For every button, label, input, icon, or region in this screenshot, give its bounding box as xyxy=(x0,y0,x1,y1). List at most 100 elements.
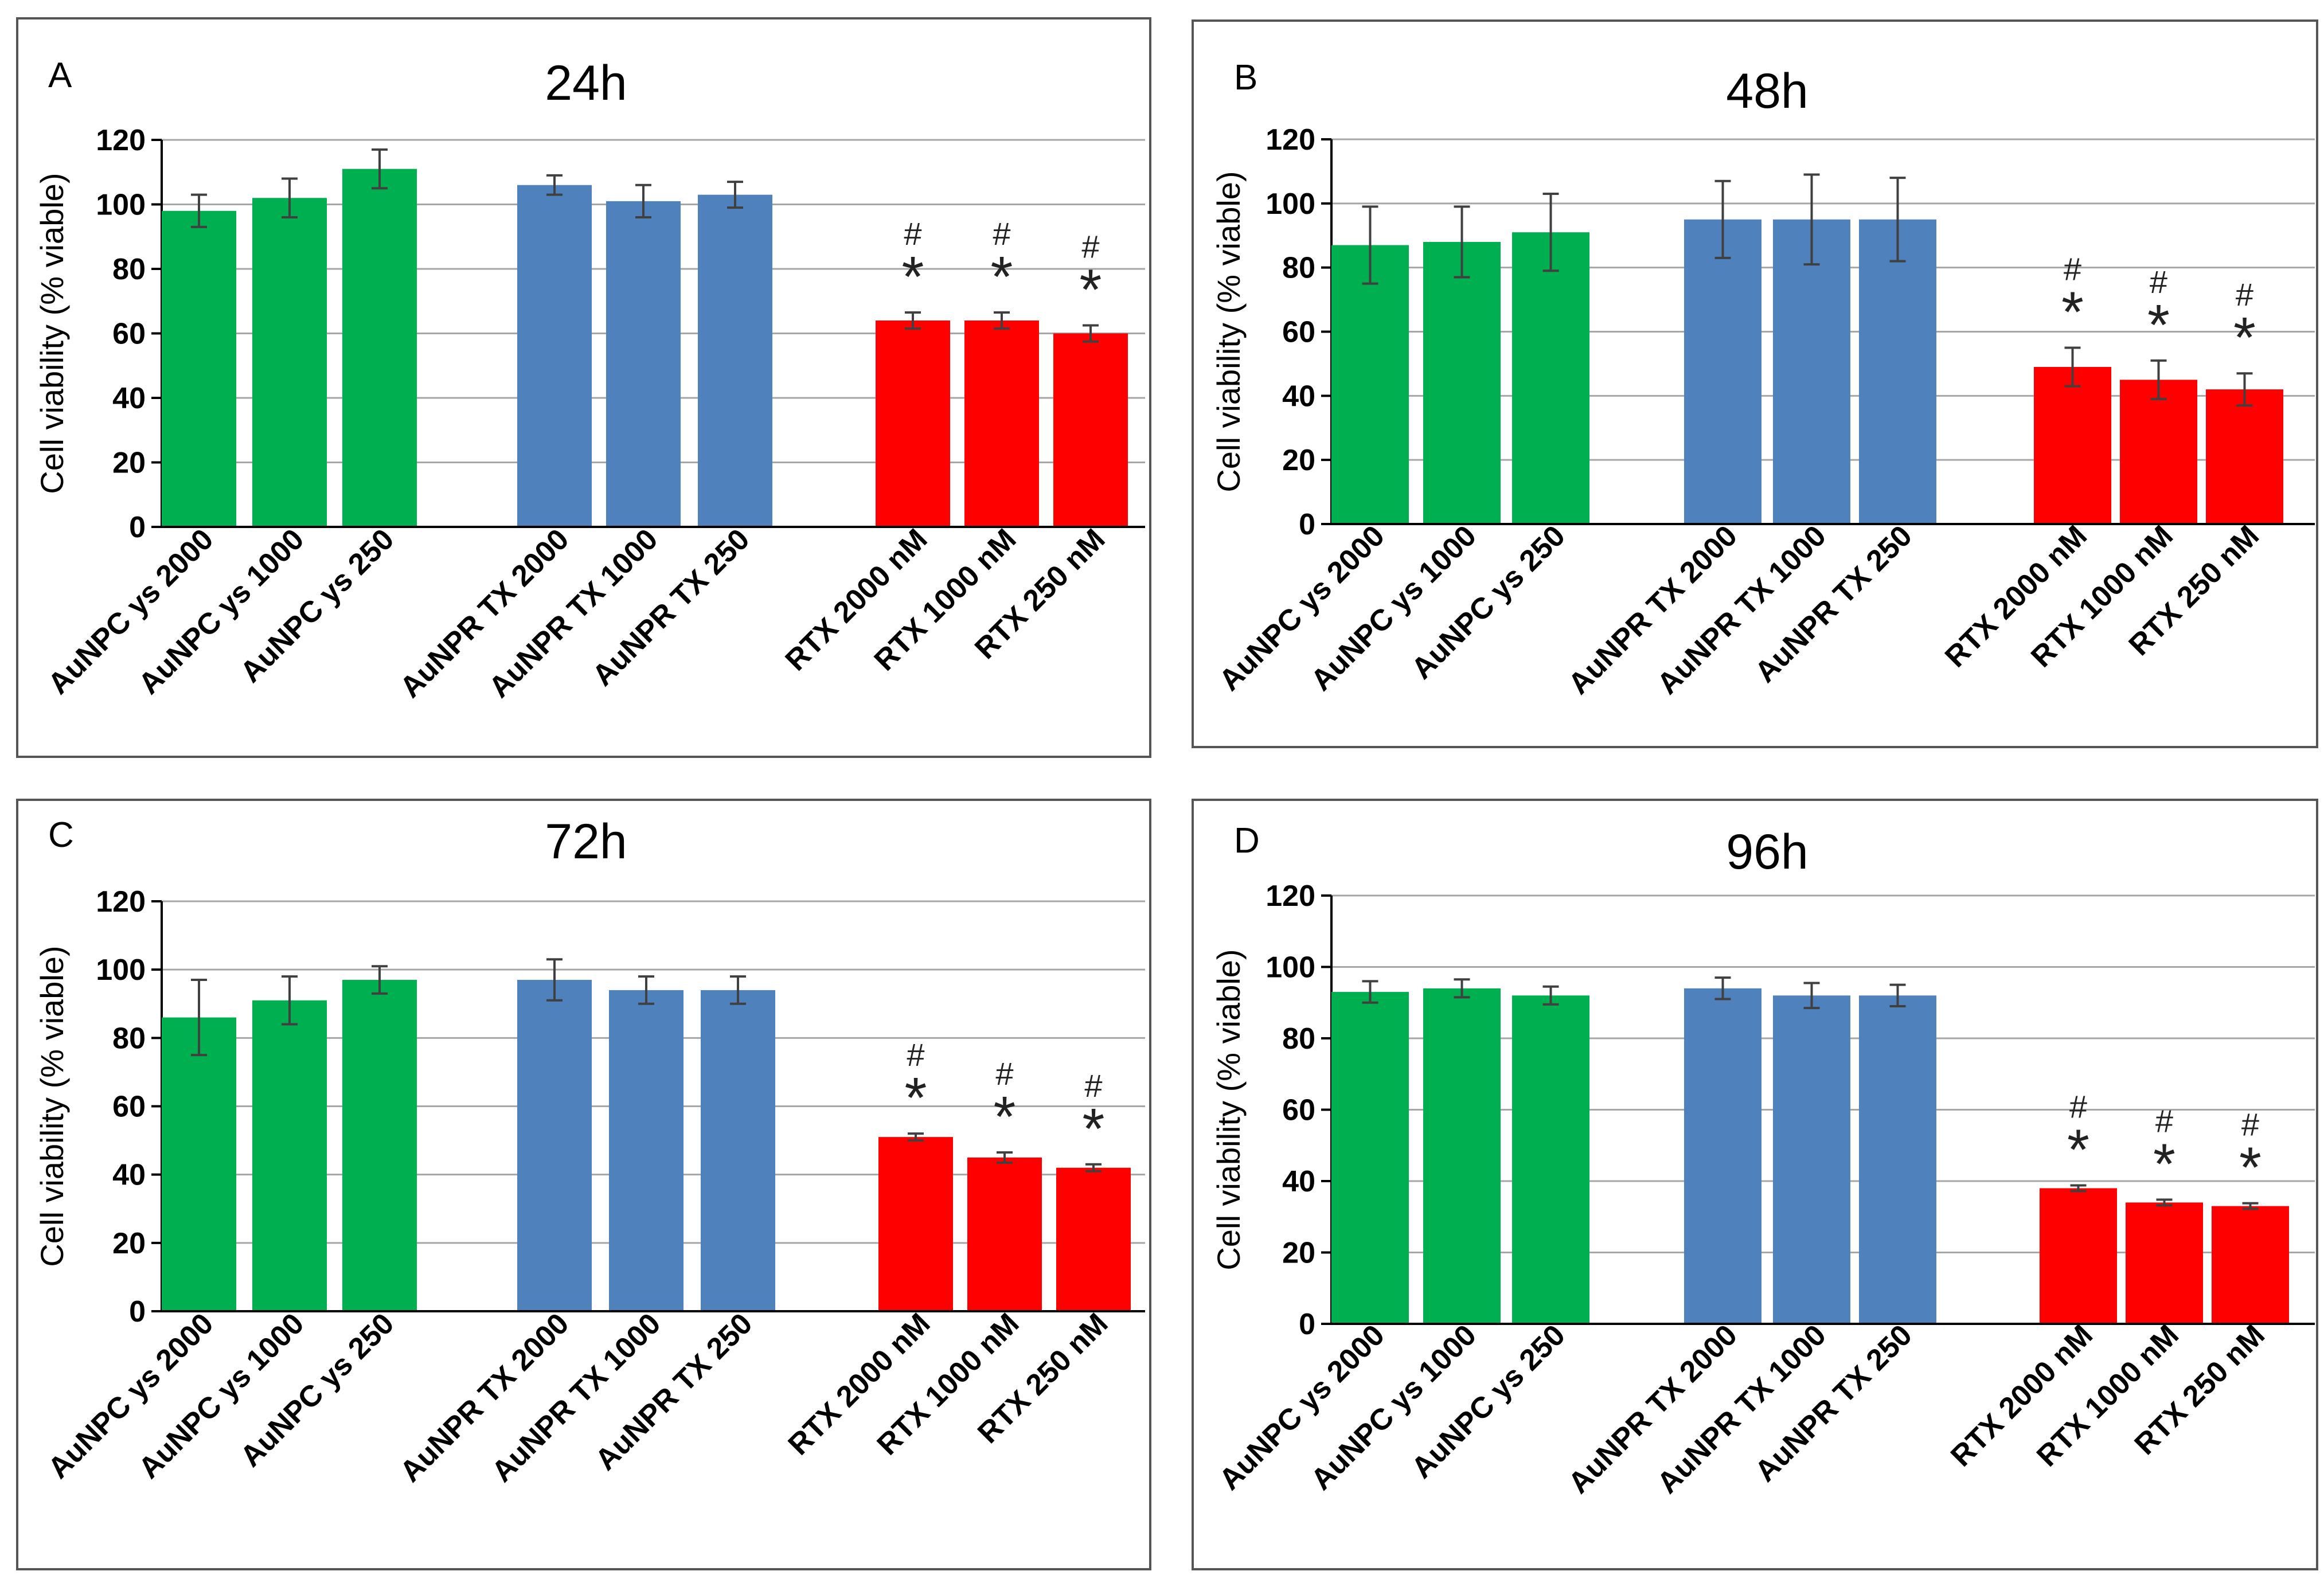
significance-hash: # xyxy=(907,1037,924,1073)
y-tick-label: 0 xyxy=(1299,1308,1315,1341)
x-tick-label: AuNPC ys 250 xyxy=(1405,519,1572,685)
panel-label-b: B xyxy=(1234,58,1257,97)
y-tick-label: 20 xyxy=(112,1227,146,1260)
significance-star: * xyxy=(2147,293,2170,357)
significance-star: * xyxy=(2061,280,2084,344)
bar xyxy=(2126,1202,2203,1324)
chart-title: 72h xyxy=(545,814,627,869)
significance-hash: # xyxy=(1084,1068,1102,1104)
bar xyxy=(1423,988,1501,1324)
y-tick-label: 40 xyxy=(112,382,146,415)
significance-star: * xyxy=(1083,1097,1105,1161)
y-axis-label: Cell viability (% viable) xyxy=(34,173,70,494)
y-tick-label: 40 xyxy=(112,1159,146,1192)
panel-label-c: C xyxy=(48,815,74,855)
bar xyxy=(1056,1167,1131,1311)
x-tick-label: AuNPR TX 2000 xyxy=(1562,519,1744,701)
panel-a: A 24h 0 20 40 60 80 100 120 Cell viability (% via… xyxy=(16,17,1151,758)
bar xyxy=(1859,995,1936,1324)
chart-a: A 24h 0 20 40 60 80 100 120 Cell viability (% via… xyxy=(34,56,1145,704)
y-tick-label: 40 xyxy=(1282,380,1315,413)
x-tick-label: AuNPR TX 2000 xyxy=(394,1307,576,1488)
bar xyxy=(1053,333,1128,527)
bar xyxy=(964,320,1039,527)
y-tick-label: 60 xyxy=(1282,1094,1315,1127)
x-tick-label: AuNPC ys 1000 xyxy=(132,1307,311,1485)
y-tick-label: 20 xyxy=(1282,1237,1315,1270)
bar xyxy=(2206,389,2283,524)
bar xyxy=(517,980,592,1311)
panel-label-a: A xyxy=(48,56,72,95)
y-tick-label: 100 xyxy=(1265,951,1315,984)
x-tick-label: AuNPC ys 2000 xyxy=(42,1307,220,1485)
y-tick-label: 60 xyxy=(1282,316,1315,349)
bar xyxy=(252,198,327,527)
y-tick-label: 120 xyxy=(96,885,146,918)
x-tick-label: AuNPC ys 250 xyxy=(234,1307,400,1473)
y-tick-label: 100 xyxy=(96,953,146,987)
y-tick-label: 80 xyxy=(112,253,146,286)
x-tick-label: AuNPR TX 2000 xyxy=(394,522,576,704)
chart-title: 48h xyxy=(1726,64,1809,119)
y-tick-label: 0 xyxy=(129,1295,146,1328)
y-tick-label: 120 xyxy=(1265,123,1315,157)
y-axis-label: Cell viability (% viable) xyxy=(1210,949,1247,1270)
significance-hash: # xyxy=(2150,264,2167,300)
x-tick-label: AuNPC ys 2000 xyxy=(42,522,220,701)
x-tick-label: AuNPC ys 2000 xyxy=(1213,1318,1391,1496)
significance-hash: # xyxy=(904,216,921,252)
bar xyxy=(1512,995,1589,1324)
y-tick-label: 0 xyxy=(1299,508,1315,541)
y-tick-label: 0 xyxy=(129,511,146,544)
bar xyxy=(342,980,417,1311)
chart-title: 96h xyxy=(1726,824,1809,880)
bar xyxy=(1512,232,1589,524)
panel-b: B 48h 0 20 40 60 80 100 120 Cell viability (% via… xyxy=(1192,19,2318,748)
panel-c: C 72h 0 20 40 60 80 100 120 Cell viability (% via… xyxy=(16,799,1151,1570)
bar xyxy=(2120,380,2197,524)
bar xyxy=(701,990,775,1311)
bar xyxy=(698,194,772,527)
significance-star: * xyxy=(2239,1136,2261,1200)
bar xyxy=(252,1000,327,1311)
x-tick-label: AuNPC ys 1000 xyxy=(132,522,311,701)
significance-star: * xyxy=(1080,257,1102,322)
bar xyxy=(517,185,592,527)
significance-hash: # xyxy=(2155,1103,2173,1139)
x-tick-label: AuNPC ys 2000 xyxy=(1213,519,1391,697)
bar xyxy=(967,1157,1042,1311)
y-tick-label: 20 xyxy=(1282,444,1315,477)
x-tick-label: AuNPR TX 1000 xyxy=(486,1307,667,1488)
significance-star: * xyxy=(905,1066,927,1130)
x-tick-label: AuNPR TX 250 xyxy=(1749,1318,1919,1488)
x-tick-label: AuNPR TX 1000 xyxy=(483,522,665,704)
y-tick-label: 100 xyxy=(96,189,146,222)
significance-star: * xyxy=(2067,1117,2089,1182)
significance-star: * xyxy=(902,245,924,309)
chart-b: B 48h 0 20 40 60 80 100 120 Cell viability (% via… xyxy=(1210,58,2315,701)
significance-star: * xyxy=(994,1085,1016,1149)
x-tick-label: AuNPR TX 250 xyxy=(1749,519,1919,689)
bar xyxy=(1331,992,1409,1324)
y-tick-label: 100 xyxy=(1265,187,1315,221)
x-tick-label: AuNPR TX 2000 xyxy=(1562,1318,1744,1500)
bar xyxy=(1331,245,1409,524)
significance-star: * xyxy=(2153,1132,2175,1196)
significance-star: * xyxy=(2233,306,2256,370)
significance-hash: # xyxy=(993,216,1010,252)
y-tick-label: 40 xyxy=(1282,1165,1315,1198)
significance-hash: # xyxy=(1081,228,1099,264)
bar xyxy=(1423,241,1501,524)
chart-d: D 96h 0 20 40 60 80 100 120 Cell viability (% via… xyxy=(1210,821,2315,1500)
y-tick-label: 20 xyxy=(112,447,146,480)
panel-label-d: D xyxy=(1234,821,1260,861)
bar xyxy=(2040,1188,2117,1324)
y-tick-label: 60 xyxy=(112,318,146,351)
chart-c: C 72h 0 20 40 60 80 100 120 Cell viability (% via… xyxy=(34,814,1145,1488)
significance-hash: # xyxy=(2236,276,2253,312)
bar xyxy=(606,201,681,527)
y-axis-label: Cell viability (% viable) xyxy=(1210,171,1247,492)
significance-star: * xyxy=(991,245,1013,309)
y-axis-label: Cell viability (% viable) xyxy=(34,945,70,1267)
y-tick-label: 120 xyxy=(1265,880,1315,913)
